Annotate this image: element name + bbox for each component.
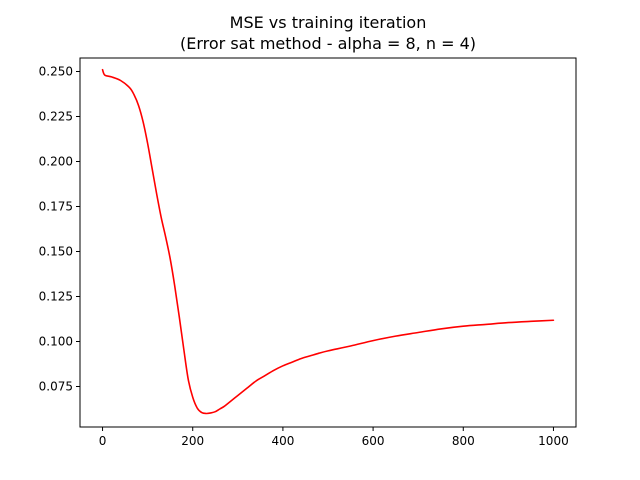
chart-title-line-2: (Error sat method - alpha = 8, n = 4) xyxy=(180,34,476,53)
x-tick-label: 1000 xyxy=(538,434,569,448)
x-tick-label: 0 xyxy=(99,434,107,448)
plot-area xyxy=(101,68,555,415)
x-tick-label: 600 xyxy=(362,434,385,448)
mse-series-line xyxy=(101,68,555,415)
y-axis: 0.075 0.100 0.125 0.150 0.175 0.200 0.225 0.250 xyxy=(39,65,80,394)
y-tick-label: 0.200 xyxy=(39,155,73,169)
x-tick-label: 200 xyxy=(181,434,204,448)
x-tick-label: 800 xyxy=(452,434,475,448)
x-tick-label: 400 xyxy=(271,434,294,448)
x-axis: 0 200 400 600 800 1000 xyxy=(99,427,569,448)
y-tick-label: 0.175 xyxy=(39,200,73,214)
y-tick-label: 0.100 xyxy=(39,335,73,349)
y-tick-label: 0.125 xyxy=(39,290,73,304)
chart-title-line-1: MSE vs training iteration xyxy=(230,13,427,32)
y-tick-label: 0.225 xyxy=(39,110,73,124)
y-tick-label: 0.150 xyxy=(39,245,73,259)
y-tick-label: 0.075 xyxy=(39,380,73,394)
axes-frame xyxy=(79,57,577,428)
y-tick-label: 0.250 xyxy=(39,65,73,79)
